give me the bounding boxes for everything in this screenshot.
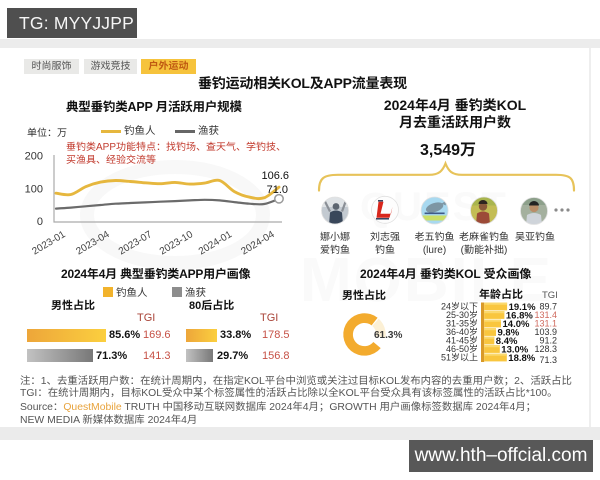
svg-text:36-40岁: 36-40岁 [446,327,478,337]
svg-text:13.0%: 13.0% [501,344,528,355]
svg-text:89.7: 89.7 [539,302,557,312]
svg-text:71.0: 71.0 [267,184,288,196]
svg-text:25-30岁: 25-30岁 [446,310,478,320]
svg-text:8.4%: 8.4% [496,336,518,347]
svg-text:106.6: 106.6 [261,170,289,182]
svg-text:16.8%: 16.8% [506,310,533,321]
svg-text:91.2: 91.2 [539,336,557,346]
svg-text:51岁以上: 51岁以上 [441,353,478,363]
svg-text:19.1%: 19.1% [509,302,536,313]
svg-text:131.1: 131.1 [534,319,557,329]
svg-text:71.3: 71.3 [539,355,557,365]
svg-text:9.8%: 9.8% [498,327,520,338]
svg-text:18.8%: 18.8% [508,353,535,364]
svg-text:103.9: 103.9 [534,327,557,337]
svg-text:200: 200 [25,151,43,163]
svg-text:14.0%: 14.0% [503,319,530,330]
svg-text:100: 100 [25,183,43,195]
svg-text:128.3: 128.3 [534,344,557,354]
svg-text:24岁以下: 24岁以下 [441,302,478,312]
svg-text:46-50岁: 46-50岁 [446,344,478,354]
svg-text:0: 0 [37,216,43,228]
svg-text:41-45岁: 41-45岁 [446,336,478,346]
svg-text:31-35岁: 31-35岁 [446,319,478,329]
svg-text:131.4: 131.4 [534,310,557,320]
